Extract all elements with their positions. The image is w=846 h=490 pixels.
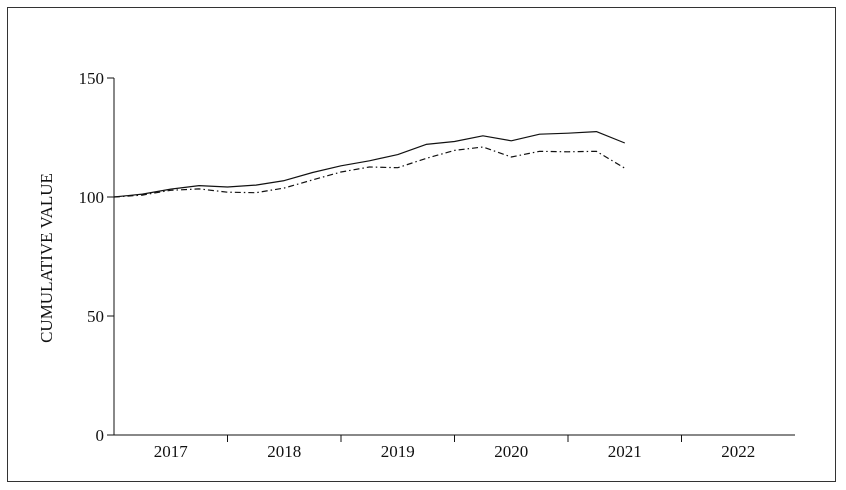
y-tick-label: 150 [79,69,105,88]
chart-ticks: 0 50 100 150 2017 2018 2019 2020 2021 2022 [79,69,756,461]
line-chart: 0 50 100 150 2017 2018 2019 2020 2021 2022 CUMULA… [37,69,795,461]
y-axis-label: CUMULATIVE VALUE [37,173,56,343]
series-line-2 [113,146,626,198]
x-tick-label: 2017 [154,442,189,461]
x-tick-label: 2021 [608,442,642,461]
series-line-1 [113,130,626,198]
x-tick-label: 2020 [494,442,528,461]
y-tick-label: 100 [79,188,105,207]
chart-frame: 0 50 100 150 2017 2018 2019 2020 2021 2022 CUMULA… [7,7,836,482]
y-tick-label: 50 [87,307,104,326]
chart-axes [113,78,795,436]
y-tick-label: 0 [96,426,105,445]
x-tick-label: 2022 [721,442,755,461]
x-tick-label: 2018 [267,442,301,461]
x-tick-label: 2019 [381,442,415,461]
chart-lines [113,130,626,198]
